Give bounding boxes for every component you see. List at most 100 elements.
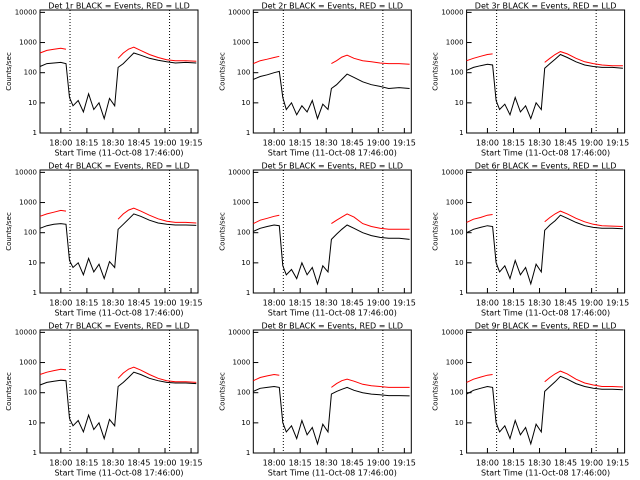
y-tick-label: 10: [28, 259, 37, 267]
x-tick-label: 19:15: [180, 299, 203, 308]
x-tick-label: 19:00: [580, 459, 603, 468]
x-axis-label: Start Time (11-Oct-08 17:46:00): [481, 309, 610, 318]
x-tick-label: 18:15: [502, 299, 525, 308]
y-axis-label: Counts/sec: [218, 212, 226, 251]
series-line: [253, 373, 410, 388]
x-tick-label: 18:45: [554, 299, 577, 308]
chart-title: Det 3r BLACK = Events, RED = LLD: [475, 2, 617, 11]
x-tick-label: 18:15: [289, 139, 312, 148]
y-tick-label: 1000: [19, 39, 37, 47]
y-tick-label: 100: [24, 389, 37, 397]
x-axis-label: Start Time (11-Oct-08 17:46:00): [268, 149, 397, 158]
y-tick-label: 1000: [446, 359, 464, 367]
x-tick-label: 18:45: [554, 139, 577, 148]
y-tick-label: 10000: [228, 328, 250, 336]
y-tick-label: 1000: [232, 359, 250, 367]
series-line: [39, 52, 197, 121]
y-tick-label: 1: [33, 289, 37, 297]
y-tick-label: 10: [455, 259, 464, 267]
x-tick-label: 18:30: [315, 139, 338, 148]
series-line: [253, 54, 410, 65]
series-line: [466, 53, 623, 121]
series-line: [39, 207, 197, 224]
y-tick-label: 100: [237, 389, 250, 397]
y-tick-label: 10: [28, 419, 37, 427]
series-line: [253, 70, 410, 121]
y-tick-label: 10000: [15, 328, 37, 336]
x-tick-label: 19:00: [153, 299, 176, 308]
x-tick-label: 19:00: [367, 139, 390, 148]
x-tick-label: 18:45: [127, 139, 150, 148]
chart-title: Det 4r BLACK = Events, RED = LLD: [48, 162, 190, 171]
plot-frame: [252, 9, 412, 134]
x-tick-label: 18:00: [49, 459, 72, 468]
x-tick-label: 18:30: [528, 139, 551, 148]
y-tick-label: 1: [246, 129, 250, 137]
x-tick-label: 18:30: [528, 299, 551, 308]
y-tick-label: 1000: [19, 359, 37, 367]
x-tick-label: 18:30: [101, 139, 124, 148]
y-tick-label: 10: [455, 99, 464, 107]
x-tick-label: 18:15: [289, 459, 312, 468]
plot-frame: [39, 9, 199, 134]
x-tick-label: 18:00: [263, 299, 286, 308]
chart-title: Det 8r BLACK = Events, RED = LLD: [262, 322, 404, 331]
x-tick-label: 18:45: [341, 299, 364, 308]
series-line: [253, 385, 410, 446]
x-tick-label: 18:15: [502, 459, 525, 468]
plot-frame: [466, 329, 626, 454]
y-tick-label: 1: [246, 289, 250, 297]
x-tick-label: 18:30: [315, 459, 338, 468]
chart-title: Det 9r BLACK = Events, RED = LLD: [475, 322, 617, 331]
x-tick-label: 18:15: [75, 459, 98, 468]
series-line: [466, 214, 623, 286]
y-tick-label: 10: [241, 419, 250, 427]
y-tick-label: 100: [237, 69, 250, 77]
x-tick-label: 18:00: [263, 459, 286, 468]
x-tick-label: 18:00: [476, 459, 499, 468]
x-axis-label: Start Time (11-Oct-08 17:46:00): [268, 309, 397, 318]
series-line: [39, 213, 197, 281]
x-tick-label: 19:15: [180, 459, 203, 468]
x-tick-label: 19:00: [367, 459, 390, 468]
y-tick-label: 1: [459, 289, 463, 297]
plot-frame: [466, 9, 626, 134]
series-line: [39, 366, 197, 383]
series-line: [39, 371, 197, 441]
x-tick-label: 19:15: [606, 299, 629, 308]
series-line: [466, 210, 623, 227]
x-tick-label: 18:45: [341, 459, 364, 468]
y-tick-label: 10000: [15, 168, 37, 176]
x-tick-label: 18:30: [528, 459, 551, 468]
y-axis-label: Counts/sec: [218, 52, 226, 91]
chart-title: Det 5r BLACK = Events, RED = LLD: [262, 162, 404, 171]
y-axis-label: Counts/sec: [5, 372, 13, 411]
y-tick-label: 1000: [446, 199, 464, 207]
x-tick-label: 18:00: [476, 299, 499, 308]
y-tick-label: 10000: [441, 8, 463, 16]
y-tick-label: 1000: [232, 39, 250, 47]
plot-frame: [39, 329, 199, 454]
x-tick-label: 19:00: [153, 139, 176, 148]
x-axis-label: Start Time (11-Oct-08 17:46:00): [54, 469, 183, 478]
y-tick-label: 1: [459, 449, 463, 457]
x-tick-label: 18:45: [127, 459, 150, 468]
x-tick-label: 19:15: [393, 139, 416, 148]
y-axis-label: Counts/sec: [5, 212, 13, 251]
y-axis-label: Counts/sec: [432, 372, 440, 411]
y-tick-label: 10000: [441, 328, 463, 336]
x-tick-label: 19:15: [606, 459, 629, 468]
x-tick-label: 18:00: [49, 139, 72, 148]
x-axis-label: Start Time (11-Oct-08 17:46:00): [481, 469, 610, 478]
y-tick-label: 10: [28, 99, 37, 107]
plot-frame: [466, 169, 626, 294]
x-tick-label: 18:30: [315, 299, 338, 308]
y-axis-label: Counts/sec: [218, 372, 226, 411]
x-tick-label: 18:00: [263, 139, 286, 148]
y-tick-label: 100: [450, 389, 463, 397]
y-axis-label: Counts/sec: [432, 212, 440, 251]
x-tick-label: 19:15: [393, 299, 416, 308]
y-tick-label: 1: [459, 129, 463, 137]
